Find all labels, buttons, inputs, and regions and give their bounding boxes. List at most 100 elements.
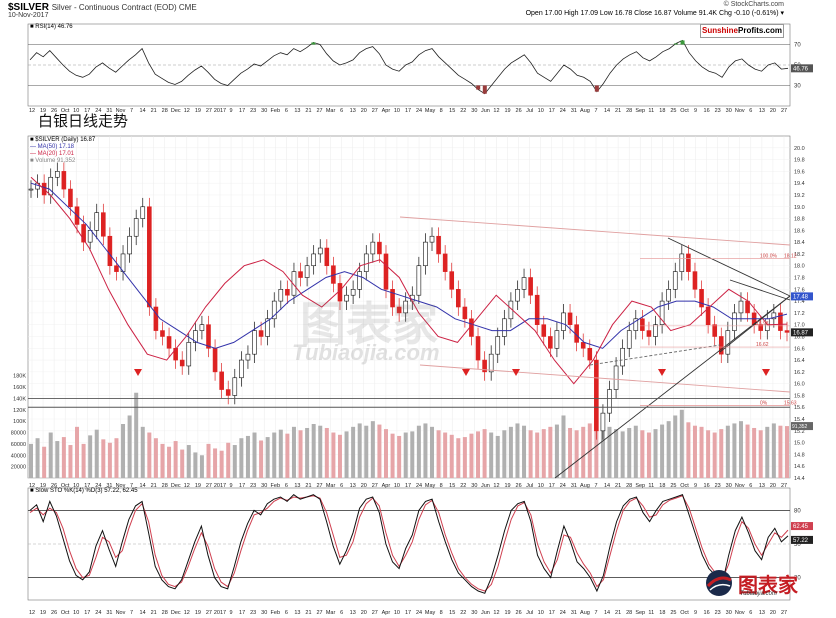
volume-bar bbox=[646, 432, 651, 478]
candle-body bbox=[133, 218, 139, 237]
x-tick-label: 27 bbox=[316, 108, 322, 114]
x-tick-label: 28 bbox=[162, 483, 168, 489]
candle-body bbox=[383, 253, 389, 290]
x-tick-label: 31 bbox=[571, 108, 577, 114]
quote-readout: Open 17.00 High 17.09 Low 16.78 Close 16… bbox=[525, 10, 784, 17]
price-axis-tick: 19.6 bbox=[794, 169, 805, 175]
candle-body bbox=[784, 330, 790, 333]
x-tick-label: 24 bbox=[416, 483, 422, 489]
x-tick-label: 19 bbox=[40, 483, 46, 489]
x-tick-label: Aug bbox=[580, 483, 590, 489]
x-tick-label: 15 bbox=[449, 108, 455, 114]
candle-body bbox=[186, 342, 192, 367]
candle-body bbox=[758, 324, 764, 331]
candle-body bbox=[521, 277, 527, 290]
x-tick-label: 27 bbox=[372, 610, 378, 616]
rsi-line bbox=[29, 39, 789, 95]
rsi-oversold-fill bbox=[476, 85, 481, 90]
volume-bar bbox=[554, 424, 559, 478]
volume-bar bbox=[226, 442, 231, 478]
x-tick-label: 10 bbox=[73, 108, 79, 114]
volume-bar bbox=[508, 426, 513, 478]
x-tick-label: 26 bbox=[51, 483, 57, 489]
volume-bar bbox=[29, 443, 33, 478]
x-tick-label: Jul bbox=[526, 108, 533, 114]
candle-body bbox=[600, 412, 606, 432]
price-last-label: 16.87 bbox=[793, 330, 809, 336]
x-tick-label: Oct bbox=[61, 483, 70, 489]
candle-body bbox=[495, 336, 501, 355]
x-tick-label: 6 bbox=[340, 610, 343, 616]
x-tick-label: 21 bbox=[305, 108, 311, 114]
x-tick-label: 27 bbox=[206, 483, 212, 489]
volume-bar bbox=[403, 432, 408, 478]
x-tick-label: 19 bbox=[504, 483, 510, 489]
candle-body bbox=[54, 171, 60, 178]
x-tick-label: 24 bbox=[416, 610, 422, 616]
x-tick-label: 26 bbox=[51, 610, 57, 616]
x-tick-label: 9 bbox=[230, 610, 233, 616]
x-tick-label: 21 bbox=[151, 610, 157, 616]
x-tick-label: 17 bbox=[405, 483, 411, 489]
candle-body bbox=[541, 324, 547, 337]
candle-body bbox=[239, 359, 244, 379]
volume-bar bbox=[55, 441, 60, 478]
candle-body bbox=[436, 235, 441, 255]
x-tick-label: Oct bbox=[61, 610, 70, 616]
x-tick-label: 19 bbox=[504, 610, 510, 616]
volume-bar bbox=[627, 427, 632, 478]
fib-label: 15.63 bbox=[784, 400, 797, 406]
candle-body bbox=[442, 253, 448, 272]
volume-bar bbox=[449, 434, 454, 478]
chart-date: 10-Nov-2017 bbox=[8, 12, 49, 19]
price-legend: ■ $SILVER (Daily) 16.87 bbox=[30, 137, 96, 143]
volume-bar bbox=[305, 427, 310, 478]
logo-globe-icon bbox=[706, 570, 732, 596]
volume-bar bbox=[561, 415, 566, 478]
volume-bar bbox=[121, 424, 126, 478]
rsi-axis-tick: 30 bbox=[794, 84, 801, 90]
x-tick-label: 6 bbox=[749, 483, 752, 489]
symbol-description: Silver - Continuous Contract (EOD) CME bbox=[51, 3, 197, 12]
volume-bar bbox=[61, 437, 66, 478]
x-tick-label: 28 bbox=[162, 108, 168, 114]
volume-bar bbox=[68, 445, 73, 478]
candle-body bbox=[699, 289, 704, 308]
price-axis-tick: 18.0 bbox=[794, 264, 805, 270]
fib-label: 18.12 bbox=[784, 254, 797, 260]
volume-bar bbox=[620, 431, 625, 478]
volume-bar bbox=[219, 450, 224, 478]
candle-body bbox=[745, 300, 750, 314]
candle-body bbox=[206, 324, 211, 349]
x-tick-label: 7 bbox=[594, 108, 597, 114]
x-tick-label: 6 bbox=[749, 610, 752, 616]
candle-body bbox=[311, 253, 316, 267]
x-tick-label: 24 bbox=[95, 610, 101, 616]
x-tick-label: 18 bbox=[659, 483, 665, 489]
candle-body bbox=[363, 253, 369, 272]
brand-badge[interactable]: SunshineProfits.com bbox=[700, 24, 784, 38]
candle-body bbox=[528, 277, 533, 296]
x-tick-label: May bbox=[425, 610, 436, 616]
x-tick-label: Apr bbox=[382, 483, 391, 489]
rsi-oversold-fill bbox=[482, 85, 487, 94]
x-tick-label: 12 bbox=[29, 483, 35, 489]
volume-axis-tick: 100K bbox=[13, 419, 26, 425]
candle-body bbox=[160, 330, 165, 337]
x-tick-label: 27 bbox=[781, 108, 787, 114]
candle-body bbox=[61, 171, 67, 190]
candle-body bbox=[502, 318, 507, 337]
volume-bar bbox=[81, 443, 86, 478]
candle-body bbox=[291, 271, 297, 296]
x-tick-label: Feb bbox=[271, 610, 280, 616]
x-tick-label: 23 bbox=[715, 483, 721, 489]
chinese-title: 白银日线走势 bbox=[38, 112, 129, 130]
price-last-box bbox=[791, 328, 813, 337]
x-tick-label: 18 bbox=[659, 108, 665, 114]
candle-body bbox=[626, 330, 632, 349]
x-tick-label: 6 bbox=[285, 108, 288, 114]
x-tick-label: 17 bbox=[549, 483, 555, 489]
rsi-last-box bbox=[791, 64, 813, 73]
candle-body bbox=[778, 312, 783, 331]
volume-bar bbox=[245, 435, 250, 478]
